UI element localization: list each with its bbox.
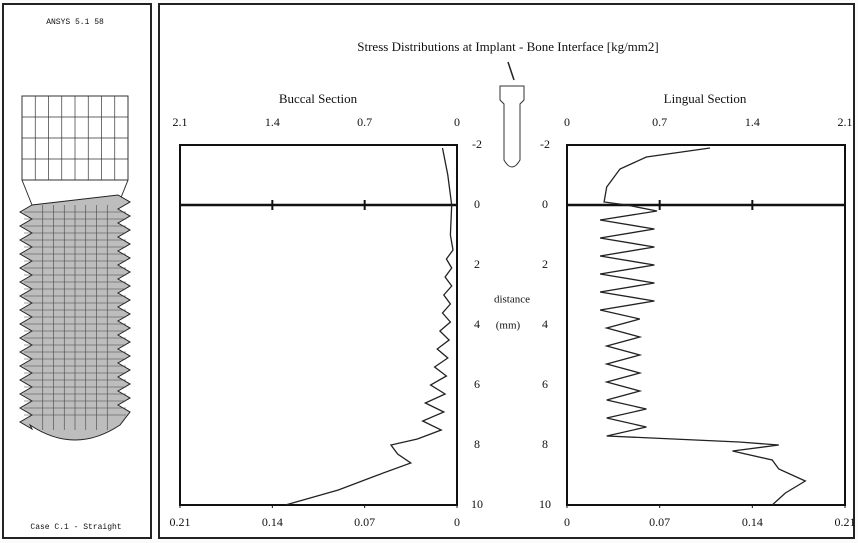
figure: ANSYS 5.1 58 Case C.1 - Straight Stress … xyxy=(0,0,858,543)
top-tick-label: 0.7 xyxy=(357,115,372,129)
distance-tick-label: 2 xyxy=(542,257,548,271)
bottom-tick-label: 0.07 xyxy=(354,515,375,529)
distance-tick-label: 10 xyxy=(539,497,551,511)
distance-tick-label: 8 xyxy=(542,437,548,451)
chart-title: Lingual Section xyxy=(664,91,747,106)
distance-tick-label: 6 xyxy=(474,377,480,391)
top-tick-label: 2.1 xyxy=(838,115,853,129)
chart-panel xyxy=(159,4,854,538)
distance-tick-label: 2 xyxy=(474,257,480,271)
axis-unit: (mm) xyxy=(496,320,521,332)
distance-tick-label: 4 xyxy=(542,317,548,331)
distance-tick-label: 8 xyxy=(474,437,480,451)
distance-tick-label: 4 xyxy=(474,317,480,331)
figure-title: Stress Distributions at Implant - Bone I… xyxy=(357,39,658,54)
distance-tick-label: 0 xyxy=(542,197,548,211)
top-tick-label: 1.4 xyxy=(265,115,280,129)
distance-tick-label: -2 xyxy=(472,137,482,151)
model-label: ANSYS 5.1 58 xyxy=(46,18,104,27)
bottom-tick-label: 0.14 xyxy=(742,515,763,529)
top-tick-label: 0.7 xyxy=(652,115,667,129)
bottom-tick-label: 0 xyxy=(564,515,570,529)
distance-tick-label: 0 xyxy=(474,197,480,211)
distance-tick-label: 10 xyxy=(471,497,483,511)
model-caption: Case C.1 - Straight xyxy=(30,523,121,532)
chart-title: Buccal Section xyxy=(279,91,358,106)
bottom-tick-label: 0 xyxy=(454,515,460,529)
axis-label: distance xyxy=(494,294,530,306)
top-tick-label: 0 xyxy=(564,115,570,129)
bottom-tick-label: 0.14 xyxy=(262,515,283,529)
bottom-tick-label: 0.21 xyxy=(170,515,191,529)
top-tick-label: 2.1 xyxy=(173,115,188,129)
bottom-tick-label: 0.21 xyxy=(835,515,856,529)
top-tick-label: 1.4 xyxy=(745,115,760,129)
bottom-tick-label: 0.07 xyxy=(649,515,670,529)
distance-tick-label: 6 xyxy=(542,377,548,391)
top-tick-label: 0 xyxy=(454,115,460,129)
distance-tick-label: -2 xyxy=(540,137,550,151)
